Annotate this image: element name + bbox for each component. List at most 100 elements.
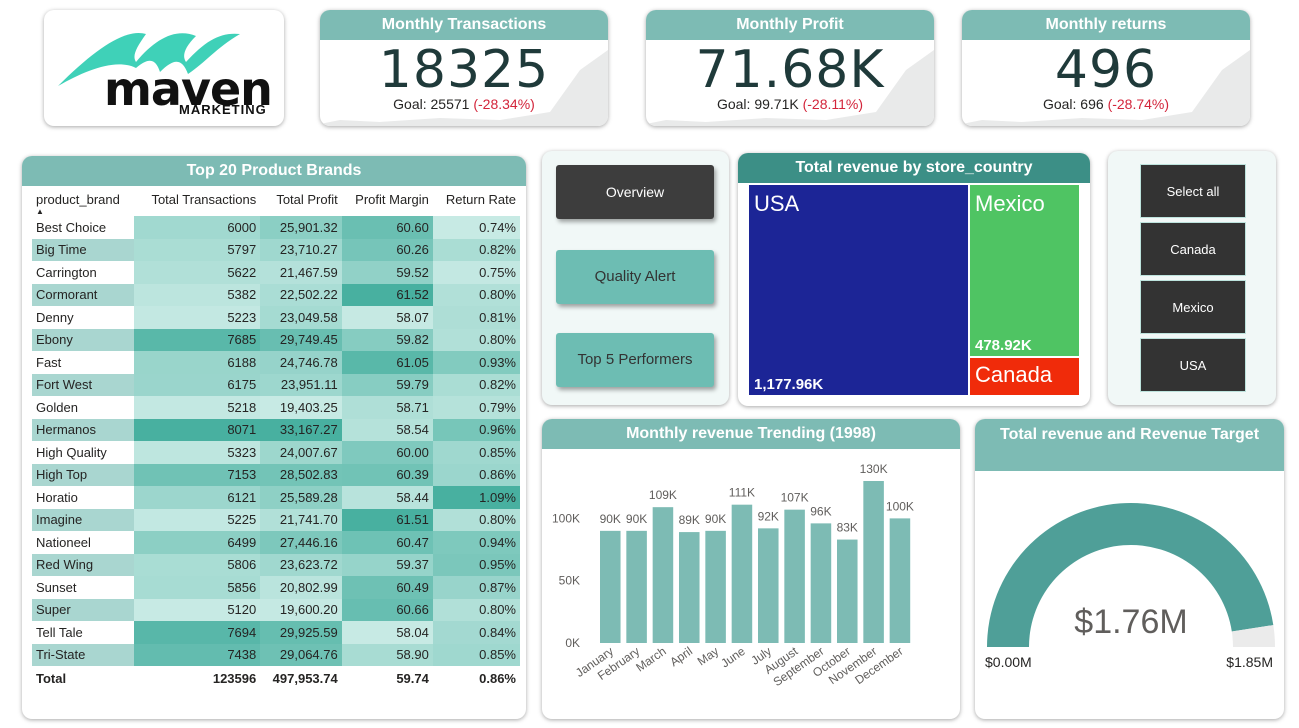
total-cell: Total (36, 670, 67, 686)
table-cell: 24,007.67 (260, 441, 342, 464)
tile-label: Mexico (975, 191, 1045, 216)
table-cell: Cormorant (32, 283, 135, 306)
bar-march[interactable] (652, 507, 674, 643)
column-header[interactable]: product_brand (36, 192, 120, 207)
bar-december[interactable] (889, 518, 911, 643)
table-row[interactable]: Super 5120 19,600.20 60.66 0.80% (32, 598, 520, 621)
table-row[interactable]: Best Choice 6000 25,901.32 60.60 0.74% (32, 216, 520, 239)
chart-title: Monthly revenue Trending (1998) (542, 419, 960, 449)
data-label: 90K (705, 512, 726, 526)
table-row[interactable]: Fast 6188 24,746.78 61.05 0.93% (32, 351, 520, 374)
table-cell: 58.71 (341, 396, 433, 419)
bar-november[interactable] (863, 481, 884, 643)
bar-july[interactable] (758, 528, 779, 643)
slicer-select-all[interactable]: Select all (1140, 164, 1246, 218)
bar-april[interactable] (679, 532, 700, 643)
bar-august[interactable] (784, 509, 805, 643)
table-cell: 6000 (134, 216, 261, 239)
sort-ascending-icon[interactable]: ▲ (36, 207, 44, 216)
table-row[interactable]: Cormorant 5382 22,502.22 61.52 0.80% (32, 283, 520, 306)
data-label: 96K (810, 504, 831, 518)
column-header[interactable]: Profit Margin (355, 192, 429, 207)
table-cell: 23,951.11 (260, 373, 342, 396)
table-row[interactable]: Hermanos 8071 33,167.27 58.54 0.96% (32, 418, 520, 441)
data-label: 111K (729, 486, 755, 500)
table-cell: 7153 (134, 463, 261, 486)
table-cell: 59.79 (341, 373, 433, 396)
table-cell: 5223 (134, 306, 261, 329)
table-row[interactable]: Carrington 5622 21,467.59 59.52 0.75% (32, 261, 520, 284)
x-tick-label: March (633, 644, 668, 675)
sparkline (646, 50, 934, 126)
slicer-usa[interactable]: USA (1140, 338, 1246, 392)
table-cell: Golden (32, 396, 135, 419)
column-header[interactable]: Total Profit (276, 192, 338, 207)
y-tick-label: 0K (565, 636, 580, 650)
data-label: 109K (649, 488, 677, 502)
table-cell: Fort West (32, 373, 135, 396)
table-row[interactable]: Ebony 7685 29,749.45 59.82 0.80% (32, 328, 520, 351)
table-cell: Big Time (32, 238, 135, 261)
treemap-title: Total revenue by store_country (738, 153, 1090, 183)
table-cell: 29,925.59 (260, 621, 342, 644)
table-cell: 19,403.25 (260, 396, 342, 419)
table-cell: 5120 (134, 598, 261, 621)
treemap-tile-usa[interactable]: USA 1,177.96K (749, 185, 968, 395)
gauge-min-label: $0.00M (985, 654, 1032, 670)
table-cell: 6175 (134, 373, 261, 396)
logo-sub: MARKETING (179, 102, 267, 117)
table-row[interactable]: High Top 7153 28,502.83 60.39 0.86% (32, 463, 520, 486)
navigation-panel: Overview Quality Alert Top 5 Performers (542, 151, 729, 405)
column-header[interactable]: Total Transactions (151, 192, 257, 207)
table-row[interactable]: High Quality 5323 24,007.67 60.00 0.85% (32, 441, 520, 464)
tile-value: 478.92K (975, 337, 1032, 354)
table-cell: 60.39 (341, 463, 433, 486)
treemap-tile-canada[interactable]: Canada (970, 358, 1079, 395)
table-cell: 28,502.83 (260, 463, 342, 486)
table-cell: 1.09% (432, 486, 520, 509)
column-header[interactable]: Return Rate (445, 192, 516, 207)
table-cell: High Top (32, 463, 135, 486)
table-cell: 5218 (134, 396, 261, 419)
table-cell: 61.05 (341, 351, 433, 374)
bar-september[interactable] (810, 523, 832, 643)
revenue-gauge-card: Total revenue and Revenue Target $1.76M $… (975, 419, 1284, 719)
bar-january[interactable] (600, 530, 621, 643)
table-row[interactable]: Golden 5218 19,403.25 58.71 0.79% (32, 396, 520, 419)
table-row[interactable]: Tell Tale 7694 29,925.59 58.04 0.84% (32, 621, 520, 644)
table-row[interactable]: Big Time 5797 23,710.27 60.26 0.82% (32, 238, 520, 261)
table-cell: Denny (32, 306, 135, 329)
table-cell: 0.82% (432, 373, 520, 396)
table-row[interactable]: Fort West 6175 23,951.11 59.79 0.82% (32, 373, 520, 396)
quality-alert-button[interactable]: Quality Alert (556, 250, 714, 304)
bar-june[interactable] (731, 504, 753, 643)
overview-button[interactable]: Overview (556, 165, 714, 219)
table-cell: Fast (32, 351, 135, 374)
table-cell: 25,589.28 (260, 486, 342, 509)
top-5-performers-button[interactable]: Top 5 Performers (556, 333, 714, 387)
table-cell: 60.00 (341, 441, 433, 464)
sparkline (962, 50, 1250, 126)
table-row[interactable]: Tri-State 7438 29,064.76 58.90 0.85% (32, 643, 520, 666)
slicer-mexico[interactable]: Mexico (1140, 280, 1246, 334)
kpi-title: Monthly Transactions (320, 10, 608, 40)
table-row[interactable]: Horatio 6121 25,589.28 58.44 1.09% (32, 486, 520, 509)
table-row[interactable]: Nationeel 6499 27,446.16 60.47 0.94% (32, 531, 520, 554)
table-row[interactable]: Sunset 5856 20,802.99 60.49 0.87% (32, 576, 520, 599)
table-cell: 0.80% (432, 508, 520, 531)
table-cell: 0.80% (432, 283, 520, 306)
bar-february[interactable] (626, 530, 647, 643)
table-cell: 19,600.20 (260, 598, 342, 621)
table-row[interactable]: Red Wing 5806 23,623.72 59.37 0.95% (32, 553, 520, 576)
kpi-value: 71.68K (695, 40, 885, 100)
treemap-tile-mexico[interactable]: Mexico 478.92K (970, 185, 1079, 356)
maven-logo-card: maven MARKETING (44, 10, 284, 126)
table-row[interactable]: Imagine 5225 21,741.70 61.51 0.80% (32, 508, 520, 531)
bar-may[interactable] (705, 530, 726, 643)
table-row[interactable]: Denny 5223 23,049.58 58.07 0.81% (32, 306, 520, 329)
table-cell: Imagine (32, 508, 135, 531)
tile-label: Canada (975, 362, 1053, 387)
table-cell: 23,049.58 (260, 306, 342, 329)
slicer-canada[interactable]: Canada (1140, 222, 1246, 276)
bar-october[interactable] (837, 539, 858, 643)
